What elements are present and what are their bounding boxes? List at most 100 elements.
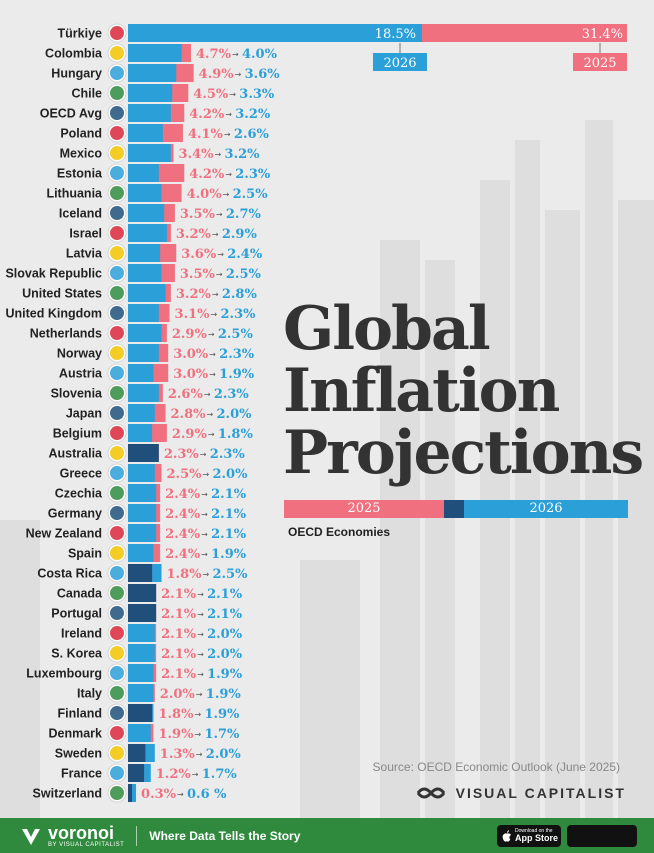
- country-label: Canada: [57, 587, 103, 601]
- value-label-2026: 2.1%: [207, 607, 243, 622]
- arrow-icon: →: [212, 230, 219, 239]
- flag-icon: [107, 743, 127, 763]
- arrow-icon: →: [197, 650, 204, 659]
- value-label-2026: 2.3%: [235, 167, 271, 182]
- value-label-2025: 2.1%: [161, 587, 197, 602]
- flag-icon: [107, 263, 127, 283]
- bar-overlap: [128, 704, 153, 722]
- arrow-icon: →: [197, 590, 204, 599]
- bar-2026: [128, 584, 157, 602]
- flag-icon: [107, 323, 127, 343]
- app-store-button[interactable]: Download on the App Store: [497, 825, 561, 847]
- country-label: Greece: [60, 467, 102, 481]
- country-label: Lithuania: [46, 187, 103, 201]
- value-label-2026: 2.5%: [233, 187, 269, 202]
- value-label-2025: 1.3%: [160, 747, 196, 762]
- country-label: Belgium: [53, 427, 102, 441]
- value-label-2025: 2.5%: [167, 467, 203, 482]
- country-label: Spain: [68, 547, 102, 561]
- flag-icon: [107, 423, 127, 443]
- country-label: United Kingdom: [5, 307, 102, 321]
- bar-2026: [128, 624, 155, 642]
- value-label-2025: 4.7%: [196, 47, 232, 62]
- value-label-2025: 4.1%: [188, 127, 224, 142]
- arrow-icon: →: [197, 630, 204, 639]
- country-label: Hungary: [51, 67, 102, 81]
- flag-icon: [107, 343, 127, 363]
- flag-icon: [107, 543, 127, 563]
- legend-2026: 2026: [464, 500, 628, 518]
- flag-icon: [107, 503, 127, 523]
- country-label: Chile: [71, 87, 102, 101]
- flag-icon: [107, 303, 127, 323]
- value-label-2026: 1.9%: [219, 367, 255, 382]
- value-label-2025: 1.8%: [167, 567, 203, 582]
- bar-2026: [128, 304, 159, 322]
- value-label-2026: 2.4%: [227, 247, 263, 262]
- value-label-2026: 2.0%: [217, 407, 253, 422]
- arrow-icon: →: [201, 510, 208, 519]
- value-label-2026: 3.2%: [235, 107, 271, 122]
- callout-box-2026: [372, 53, 427, 71]
- arrow-icon: →: [196, 750, 203, 759]
- arrow-icon: →: [212, 290, 219, 299]
- flag-icon: [107, 243, 127, 263]
- arrow-icon: →: [208, 430, 215, 439]
- bar-2026: [128, 444, 159, 462]
- value-label-2026: 2.3%: [221, 307, 257, 322]
- country-label: OECD Avg: [40, 107, 102, 121]
- footer-tagline: Where Data Tells the Story: [149, 828, 301, 843]
- country-label: Türkiye: [58, 27, 103, 41]
- value-label-2025: 2.4%: [165, 487, 201, 502]
- bar-overlap: [128, 764, 145, 782]
- value-label-2025: 2.1%: [161, 627, 197, 642]
- country-label: Finland: [58, 707, 102, 721]
- value-label-2026: 2.1%: [211, 527, 247, 542]
- country-label: Slovenia: [51, 387, 103, 401]
- value-label-2025: 2.1%: [161, 667, 197, 682]
- country-label: United States: [22, 287, 102, 301]
- flag-icon: [107, 463, 127, 483]
- country-label: Poland: [60, 127, 102, 141]
- title-line-2: Inflation: [283, 356, 560, 426]
- country-label: Iceland: [59, 207, 102, 221]
- bar-2026: [128, 84, 173, 102]
- flag-icon: [107, 123, 127, 143]
- value-label-2026: 2.0%: [207, 627, 243, 642]
- flag-icon: [107, 103, 127, 123]
- flag-icon: [107, 143, 127, 163]
- country-label: Italy: [77, 687, 102, 701]
- flag-icon: [107, 63, 127, 83]
- google-play-button[interactable]: [567, 825, 637, 847]
- app-store-small: Download on the: [515, 828, 553, 834]
- bar-2026: [128, 104, 171, 122]
- flag-icon: [107, 623, 127, 643]
- value-label-2025: 1.8%: [158, 707, 194, 722]
- arrow-icon: →: [201, 530, 208, 539]
- bar-2026: [128, 124, 163, 142]
- country-label: Japan: [66, 407, 102, 421]
- arrow-icon: →: [211, 310, 218, 319]
- value-label-2025: 3.5%: [180, 207, 216, 222]
- bar-2026: [128, 544, 154, 562]
- voronoi-logo[interactable]: voronoi BY VISUAL CAPITALIST: [20, 824, 124, 848]
- value-label-2026: 2.9%: [222, 227, 258, 242]
- flag-icon: [107, 83, 127, 103]
- bar-2026: [128, 364, 154, 382]
- value-label-2026: 1.9%: [207, 667, 243, 682]
- bar-2026: [128, 484, 157, 502]
- arrow-icon: →: [192, 770, 199, 779]
- flag-icon: [107, 603, 127, 623]
- arrow-icon: →: [177, 790, 184, 799]
- value-label-2025: 4.5%: [193, 87, 229, 102]
- arrow-icon: →: [224, 130, 231, 139]
- value-label-2026: 2.3%: [214, 387, 250, 402]
- arrow-icon: →: [201, 490, 208, 499]
- value-label-2025: 4.9%: [199, 67, 235, 82]
- bar-2026: [128, 184, 162, 202]
- country-label: Ireland: [61, 627, 102, 641]
- value-label-2025: 2.1%: [161, 647, 197, 662]
- flag-icon: [107, 163, 127, 183]
- value-label-2025: 3.5%: [180, 267, 216, 282]
